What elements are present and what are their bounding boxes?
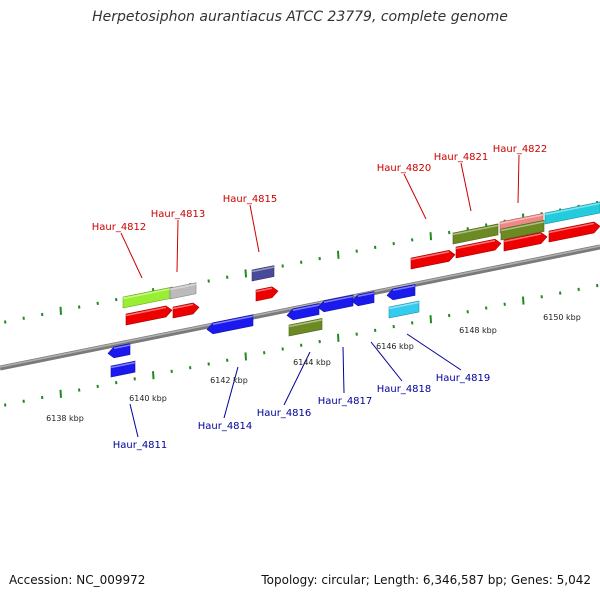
track-tick bbox=[337, 333, 340, 342]
feature-blue-small bbox=[386, 283, 416, 301]
kbp-tick-label: 6140 kbp bbox=[129, 394, 167, 403]
kbp-tick-label: 6144 kbp bbox=[293, 358, 331, 367]
kbp-tick-label: 6146 kbp bbox=[376, 342, 414, 351]
reverse-gene-label: Haur_4814 bbox=[198, 421, 253, 432]
track-tick bbox=[244, 269, 247, 278]
feature-haur-4817 bbox=[317, 294, 354, 313]
forward-gene-label: Haur_4822 bbox=[493, 144, 548, 155]
track-tick bbox=[244, 352, 247, 361]
gene-callouts: Haur_4812Haur_4813Haur_4815Haur_4820Haur… bbox=[92, 144, 548, 451]
kbp-tick-label: 6150 kbp bbox=[543, 313, 581, 322]
feature-haur-4811-b bbox=[110, 360, 136, 378]
forward-gene-label: Haur_4820 bbox=[377, 163, 432, 174]
feature-haur-4812-lime bbox=[122, 287, 171, 309]
feature-olive-block bbox=[452, 223, 499, 245]
forward-callout: Haur_4812 bbox=[92, 222, 147, 279]
gene-features bbox=[107, 201, 600, 378]
feature-olive-reverse bbox=[288, 317, 323, 337]
track-tick bbox=[59, 389, 62, 398]
forward-gene-label: Haur_4821 bbox=[434, 152, 489, 163]
accession-text: Accession: NC_009972 bbox=[9, 573, 146, 587]
forward-gene-label: Haur_4812 bbox=[92, 222, 147, 233]
kbp-tick-label: 6148 kbp bbox=[459, 326, 497, 335]
forward-callout: Haur_4821 bbox=[434, 152, 489, 212]
reverse-gene-label: Haur_4811 bbox=[113, 440, 168, 451]
reverse-callout: Haur_4818 bbox=[370, 341, 432, 395]
feature-haur-4821 bbox=[455, 238, 502, 259]
reverse-callout: Haur_4817 bbox=[318, 346, 373, 407]
forward-gene-label: Haur_4815 bbox=[223, 194, 278, 205]
feature-slate-block bbox=[251, 265, 275, 282]
feature-olive-block-2 bbox=[500, 219, 545, 241]
forward-callout: Haur_4820 bbox=[377, 163, 432, 220]
kbp-tick-label: 6138 kbp bbox=[46, 414, 84, 423]
kbp-labels: 6138 kbp 6140 kbp 6142 kbp 6144 kbp 6146 kbp… bbox=[46, 313, 581, 423]
forward-callout: Haur_4813 bbox=[151, 209, 206, 273]
topology-summary: Topology: circular; Length: 6,346,587 bp… bbox=[261, 573, 591, 587]
reverse-callout: Haur_4819 bbox=[406, 333, 491, 384]
feature-haur-4820 bbox=[410, 250, 456, 270]
reverse-gene-label: Haur_4816 bbox=[257, 408, 312, 419]
kbp-tick-label: 6142 kbp bbox=[210, 376, 248, 385]
reverse-gene-label: Haur_4819 bbox=[436, 373, 491, 384]
reverse-gene-label: Haur_4817 bbox=[318, 396, 373, 407]
feature-haur-4818 bbox=[351, 291, 375, 307]
feature-haur-4815 bbox=[255, 286, 279, 302]
feature-cyan-block bbox=[544, 201, 600, 225]
reverse-tick-track bbox=[4, 283, 599, 407]
track-tick bbox=[337, 250, 340, 259]
feature-haur-4819 bbox=[388, 300, 420, 319]
reverse-gene-label: Haur_4818 bbox=[377, 384, 432, 395]
reverse-callout: Haur_4811 bbox=[113, 403, 168, 451]
reverse-callout: Haur_4814 bbox=[198, 366, 253, 432]
genome-backbone-highlight bbox=[0, 245, 600, 368]
genome-title: Herpetosiphon aurantiacus ATCC 23779, co… bbox=[92, 9, 508, 25]
track-tick bbox=[59, 306, 62, 315]
feature-red-edge bbox=[548, 221, 600, 243]
feature-haur-4813 bbox=[172, 302, 200, 319]
track-tick bbox=[429, 315, 432, 324]
track-tick bbox=[522, 296, 525, 305]
track-tick bbox=[429, 232, 432, 241]
feature-haur-4814 bbox=[206, 314, 254, 335]
forward-callout: Haur_4822 bbox=[493, 144, 548, 204]
reverse-callout: Haur_4816 bbox=[257, 351, 312, 419]
feature-grey-block bbox=[169, 282, 197, 300]
forward-callout: Haur_4815 bbox=[223, 194, 278, 253]
feature-haur-4811-a bbox=[107, 343, 131, 359]
forward-gene-label: Haur_4813 bbox=[151, 209, 206, 220]
track-tick bbox=[152, 371, 155, 380]
feature-haur-4822 bbox=[503, 232, 548, 252]
feature-haur-4812 bbox=[125, 305, 173, 326]
feature-haur-4816 bbox=[286, 303, 320, 321]
